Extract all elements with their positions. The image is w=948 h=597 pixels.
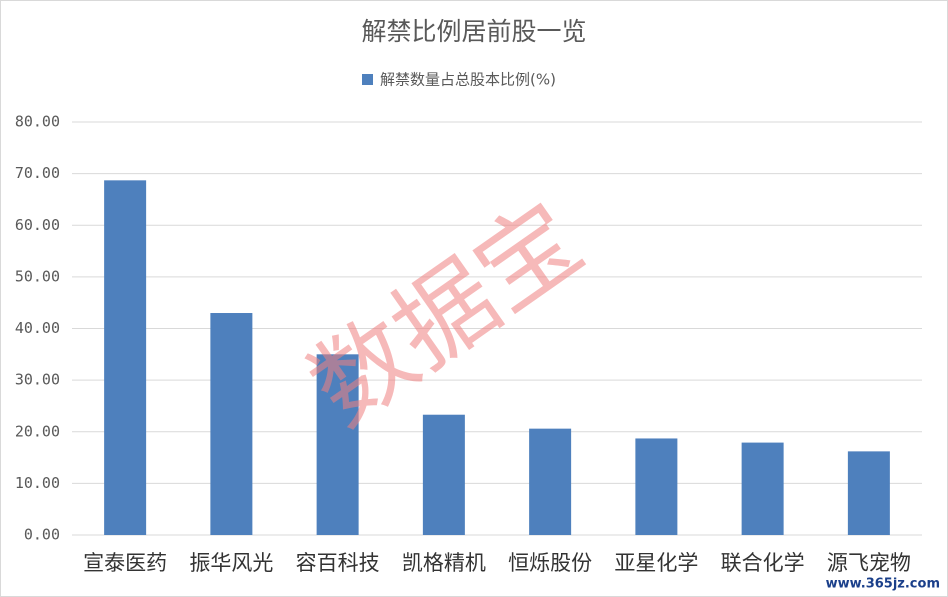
x-tick-label: 亚星化学 xyxy=(614,551,698,575)
x-tick-label: 宣泰医药 xyxy=(83,551,167,575)
bar xyxy=(104,180,147,535)
y-tick-label: 70.00 xyxy=(15,164,60,182)
y-tick-label: 60.00 xyxy=(15,216,60,234)
bar xyxy=(635,438,678,535)
bar xyxy=(210,313,253,535)
footer: www.365jz.com xyxy=(826,577,940,592)
x-tick-label: 振华风光 xyxy=(189,551,273,575)
y-tick-label: 40.00 xyxy=(15,319,60,337)
y-tick-label: 80.00 xyxy=(15,113,60,131)
bar xyxy=(316,354,359,535)
y-tick-label: 10.00 xyxy=(15,474,60,492)
x-tick-label: 源飞宠物 xyxy=(827,551,911,575)
x-tick-label: 联合化学 xyxy=(721,551,805,575)
bar xyxy=(847,451,890,535)
y-tick-label: 20.00 xyxy=(15,422,60,440)
y-tick-label: 0.00 xyxy=(24,526,60,544)
y-tick-label: 30.00 xyxy=(15,371,60,389)
legend-swatch xyxy=(362,74,373,85)
x-tick-label: 容百科技 xyxy=(296,551,380,575)
x-tick-label: 凯格精机 xyxy=(402,551,486,575)
bar xyxy=(741,442,784,535)
bar xyxy=(529,428,572,535)
x-tick-label: 恒烁股份 xyxy=(508,551,592,575)
chart-title: 解禁比例居前股一览 xyxy=(361,17,586,46)
legend-label: 解禁数量占总股本比例(%) xyxy=(380,71,556,89)
y-tick-label: 50.00 xyxy=(15,267,60,285)
bar xyxy=(422,414,465,535)
